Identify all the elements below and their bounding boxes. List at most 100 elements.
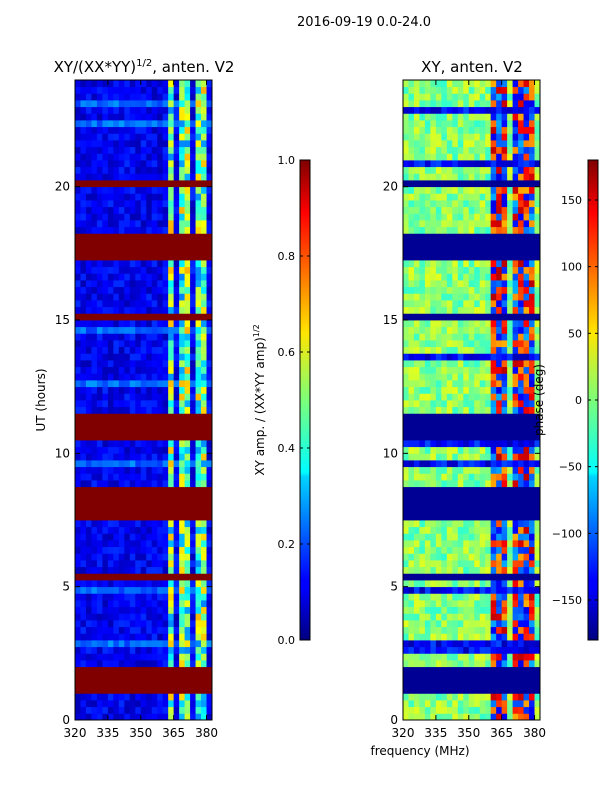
heatmap-cell (118, 620, 125, 628)
heatmap-cell (190, 486, 196, 494)
heatmap-cell (162, 666, 169, 674)
heatmap-cell (135, 146, 142, 154)
heatmap-cell (512, 113, 519, 121)
heatmap-cell (430, 486, 437, 494)
heatmap-cell (129, 126, 136, 134)
heatmap-cell (523, 246, 530, 254)
heatmap-cell (162, 386, 169, 394)
heatmap-cell (151, 633, 158, 641)
heatmap-cell (534, 146, 541, 154)
heatmap-cell (113, 666, 120, 674)
heatmap-cell (424, 440, 431, 448)
heatmap-cell (430, 253, 437, 261)
heatmap-cell (452, 193, 459, 201)
heatmap-cell (485, 320, 492, 328)
heatmap-cell (463, 366, 470, 374)
heatmap-cell (430, 700, 437, 708)
heatmap-cell (419, 253, 426, 261)
heatmap-cell (452, 620, 459, 628)
heatmap-cell (162, 393, 169, 401)
heatmap-cell (457, 340, 464, 348)
heatmap-cell (179, 193, 185, 201)
colorbar-tick-label: 0 (575, 394, 582, 407)
heatmap-cell (523, 593, 530, 601)
heatmap-cell (523, 400, 530, 408)
heatmap-cell (118, 473, 125, 481)
heatmap-cell (474, 593, 481, 601)
heatmap-cell (85, 166, 92, 174)
heatmap-cell (485, 200, 492, 208)
heatmap-cell (168, 186, 175, 194)
heatmap-cell (184, 646, 191, 654)
heatmap-cell (534, 240, 541, 248)
heatmap-cell (184, 233, 191, 241)
heatmap-cell (91, 480, 98, 488)
heatmap-cell (206, 286, 213, 294)
heatmap-cell (140, 593, 147, 601)
heatmap-cell (507, 280, 513, 288)
heatmap-cell (512, 353, 519, 361)
heatmap-cell (452, 226, 459, 234)
heatmap-cell (206, 473, 213, 481)
heatmap-cell (157, 106, 164, 114)
heatmap-cell (413, 186, 420, 194)
heatmap-cell (102, 333, 109, 341)
heatmap-cell (496, 300, 503, 308)
heatmap-cell (430, 153, 437, 161)
heatmap-cell (157, 146, 164, 154)
heatmap-cell (430, 106, 437, 114)
heatmap-cell (403, 706, 409, 714)
heatmap-cell (201, 566, 207, 574)
heatmap-cell (424, 246, 431, 254)
heatmap-cell (151, 506, 158, 514)
heatmap-cell (173, 533, 180, 541)
heatmap-cell (157, 340, 164, 348)
heatmap-cell (168, 86, 175, 94)
heatmap-cell (501, 260, 508, 268)
heatmap-cell (157, 126, 164, 134)
heatmap-cell (485, 413, 492, 421)
heatmap-cell (529, 446, 535, 454)
heatmap-cell (501, 380, 508, 388)
heatmap-cell (96, 660, 103, 668)
heatmap-cell (107, 453, 114, 461)
heatmap-cell (435, 166, 442, 174)
heatmap-cell (124, 626, 131, 634)
heatmap-cell (102, 466, 109, 474)
heatmap-cell (151, 133, 158, 141)
heatmap-cell (168, 160, 175, 168)
heatmap-cell (168, 600, 175, 608)
heatmap-cell (140, 566, 147, 574)
heatmap-cell (162, 493, 169, 501)
heatmap-cell (129, 93, 136, 101)
heatmap-cell (102, 266, 109, 274)
heatmap-cell (129, 100, 136, 108)
heatmap-cell (419, 466, 426, 474)
heatmap-cell (446, 306, 453, 314)
heatmap-cell (113, 580, 120, 588)
heatmap-cell (135, 533, 142, 541)
heatmap-cell (468, 273, 475, 281)
heatmap-cell (446, 280, 453, 288)
heatmap-cell (168, 286, 175, 294)
heatmap-cell (534, 226, 541, 234)
heatmap-cell (457, 620, 464, 628)
heatmap-cell (135, 473, 142, 481)
heatmap-cell (157, 180, 164, 188)
heatmap-cell (457, 160, 464, 168)
heatmap-cell (479, 246, 486, 254)
heatmap-cell (168, 613, 175, 621)
heatmap-cell (529, 80, 535, 88)
heatmap-cell (452, 313, 459, 321)
heatmap-cell (195, 173, 202, 181)
heatmap-cell (430, 340, 437, 348)
heatmap-cell (424, 506, 431, 514)
heatmap-cell (446, 486, 453, 494)
heatmap-cell (96, 366, 103, 374)
heatmap-cell (206, 480, 213, 488)
heatmap-cell (75, 313, 81, 321)
heatmap-cell (463, 240, 470, 248)
heatmap-cell (91, 93, 98, 101)
heatmap-cell (85, 440, 92, 448)
heatmap-cell (512, 373, 519, 381)
